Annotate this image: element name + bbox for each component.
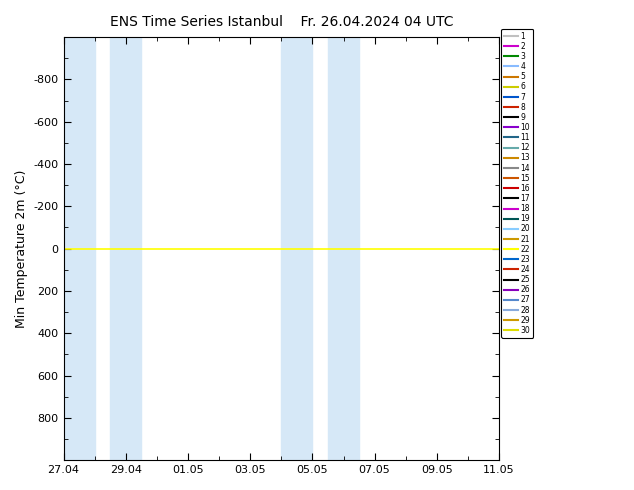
Bar: [281, 37, 313, 460]
Bar: [110, 37, 141, 460]
Bar: [328, 37, 359, 460]
Bar: [63, 37, 94, 460]
Legend: 1, 2, 3, 4, 5, 6, 7, 8, 9, 10, 11, 12, 13, 14, 15, 16, 17, 18, 19, 20, 21, 22, 2: 1, 2, 3, 4, 5, 6, 7, 8, 9, 10, 11, 12, 1…: [501, 28, 533, 338]
Y-axis label: Min Temperature 2m (°C): Min Temperature 2m (°C): [15, 170, 28, 328]
Title: ENS Time Series Istanbul    Fr. 26.04.2024 04 UTC: ENS Time Series Istanbul Fr. 26.04.2024 …: [110, 15, 453, 29]
